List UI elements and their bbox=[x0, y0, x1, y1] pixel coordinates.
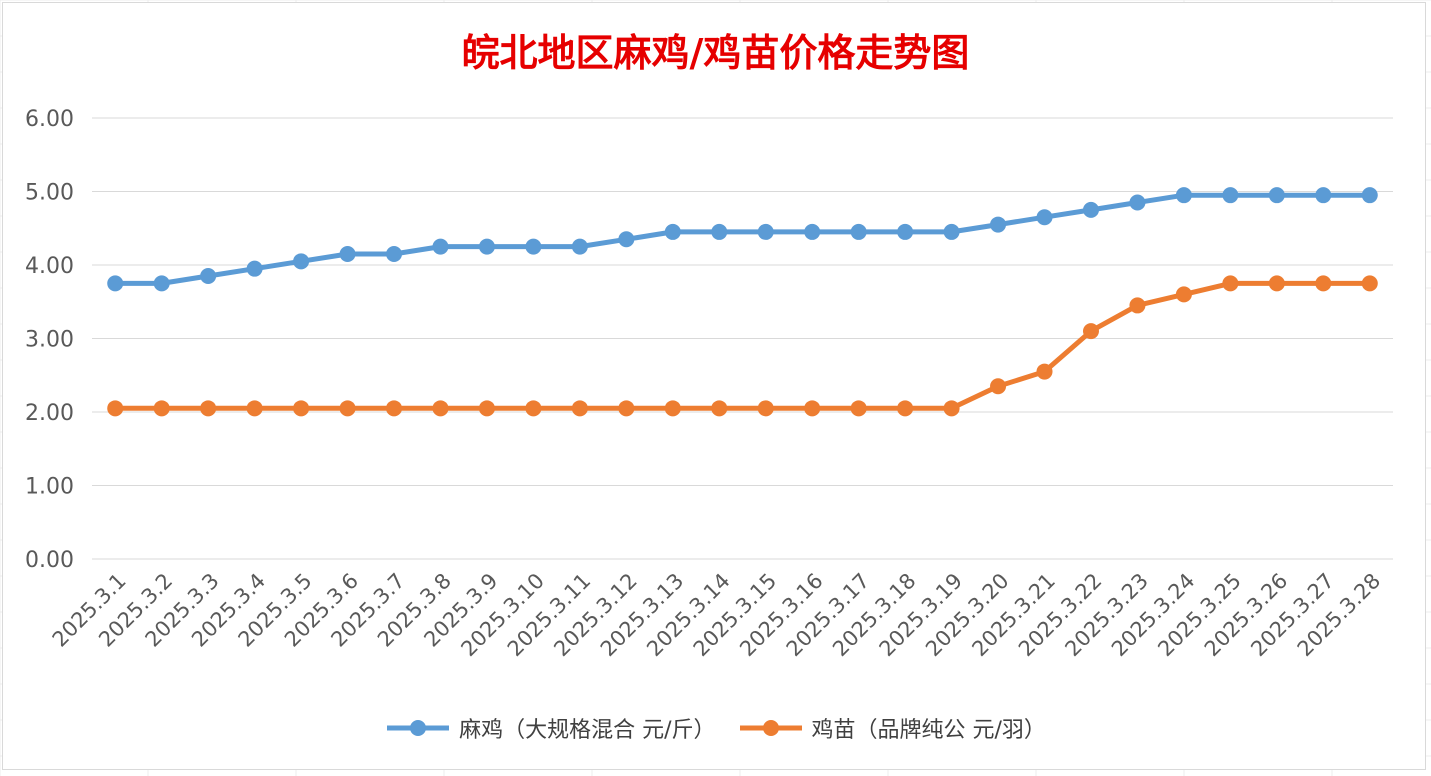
data-point-series-2 bbox=[200, 400, 217, 417]
data-point-series-1 bbox=[1315, 187, 1332, 204]
data-point-series-1 bbox=[757, 223, 774, 240]
data-point-series-1 bbox=[1268, 187, 1285, 204]
data-point-series-2 bbox=[1175, 286, 1192, 303]
data-point-series-2 bbox=[897, 400, 914, 417]
data-point-series-1 bbox=[386, 245, 403, 262]
data-point-series-1 bbox=[664, 223, 681, 240]
data-point-series-1 bbox=[1082, 201, 1099, 218]
data-point-series-1 bbox=[1175, 187, 1192, 204]
legend-item-series-2[interactable]: 鸡苗（品牌纯公 元/羽） bbox=[738, 712, 1046, 744]
data-point-series-2 bbox=[1315, 275, 1332, 292]
data-point-series-2 bbox=[478, 400, 495, 417]
data-point-series-2 bbox=[943, 400, 960, 417]
data-point-series-1 bbox=[711, 223, 728, 240]
data-point-series-2 bbox=[618, 400, 635, 417]
legend-marker-series-2 bbox=[739, 720, 802, 736]
data-point-series-1 bbox=[850, 223, 867, 240]
data-point-series-1 bbox=[1361, 187, 1378, 204]
data-point-series-2 bbox=[711, 400, 728, 417]
data-point-series-2 bbox=[804, 400, 821, 417]
data-point-series-2 bbox=[339, 400, 356, 417]
data-point-series-1 bbox=[1222, 187, 1239, 204]
data-point-series-1 bbox=[432, 238, 449, 255]
data-point-series-2 bbox=[1082, 323, 1099, 340]
data-point-series-1 bbox=[897, 223, 914, 240]
series-line-1 bbox=[112, 192, 1373, 286]
y-tick-label: 5.00 bbox=[25, 181, 74, 206]
data-point-series-2 bbox=[1361, 275, 1378, 292]
data-point-series-2 bbox=[990, 378, 1007, 395]
data-point-series-1 bbox=[293, 253, 310, 270]
data-point-series-1 bbox=[246, 260, 263, 277]
data-point-series-1 bbox=[1129, 194, 1146, 211]
data-point-series-2 bbox=[571, 400, 588, 417]
data-point-series-2 bbox=[525, 400, 542, 417]
y-tick-label: 1.00 bbox=[25, 475, 74, 500]
data-point-series-2 bbox=[664, 400, 681, 417]
data-point-series-2 bbox=[153, 400, 170, 417]
data-point-series-2 bbox=[1036, 363, 1053, 380]
legend-label-series-2: 鸡苗（品牌纯公 元/羽） bbox=[811, 718, 1046, 743]
y-tick-label: 4.00 bbox=[25, 254, 74, 279]
data-point-series-2 bbox=[1268, 275, 1285, 292]
legend: 麻鸡（大规格混合 元/斤） 鸡苗（品牌纯公 元/羽） bbox=[0, 712, 1431, 744]
data-point-series-2 bbox=[1222, 275, 1239, 292]
data-point-series-2 bbox=[386, 400, 403, 417]
y-tick-label: 0.00 bbox=[25, 548, 74, 573]
data-point-series-1 bbox=[107, 275, 124, 292]
data-point-series-1 bbox=[200, 268, 217, 285]
y-tick-label: 2.00 bbox=[25, 401, 74, 426]
data-point-series-2 bbox=[757, 400, 774, 417]
data-point-series-2 bbox=[432, 400, 449, 417]
legend-label-series-1: 麻鸡（大规格混合 元/斤） bbox=[459, 718, 716, 743]
data-point-series-1 bbox=[153, 275, 170, 292]
chart-title: 皖北地区麻鸡/鸡苗价格走势图 bbox=[461, 30, 970, 75]
y-tick-label: 3.00 bbox=[25, 328, 74, 353]
data-point-series-2 bbox=[293, 400, 310, 417]
data-point-series-1 bbox=[525, 238, 542, 255]
data-point-series-2 bbox=[850, 400, 867, 417]
data-point-series-1 bbox=[804, 223, 821, 240]
data-point-series-1 bbox=[943, 223, 960, 240]
series-line-2 bbox=[112, 280, 1373, 411]
legend-item-series-1[interactable]: 麻鸡（大规格混合 元/斤） bbox=[385, 712, 716, 744]
data-point-series-2 bbox=[107, 400, 124, 417]
data-point-series-1 bbox=[478, 238, 495, 255]
data-point-series-1 bbox=[1036, 209, 1053, 226]
data-point-series-1 bbox=[990, 216, 1007, 233]
data-point-series-1 bbox=[571, 238, 588, 255]
legend-marker-series-1 bbox=[387, 720, 450, 736]
data-point-series-1 bbox=[339, 245, 356, 262]
data-point-series-2 bbox=[1129, 297, 1146, 314]
data-point-series-1 bbox=[618, 231, 635, 248]
data-point-series-2 bbox=[246, 400, 263, 417]
y-tick-label: 6.00 bbox=[25, 107, 74, 132]
